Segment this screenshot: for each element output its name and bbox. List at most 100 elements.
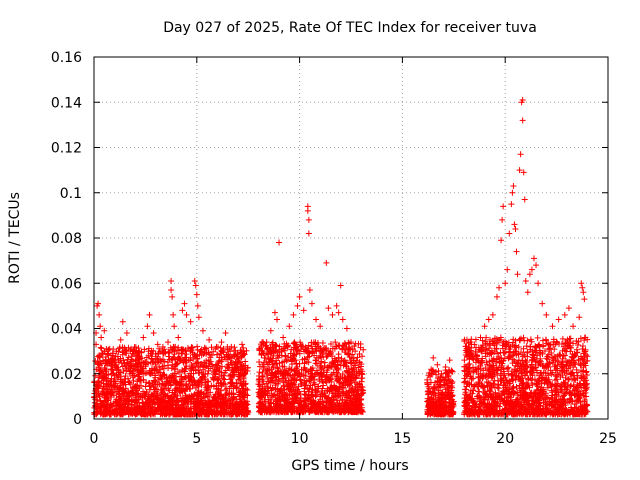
data-point-dense <box>137 382 144 389</box>
data-point-dense <box>229 359 236 366</box>
data-point-dense <box>135 356 142 363</box>
data-point-dense <box>183 351 190 358</box>
data-point-dense <box>170 401 177 408</box>
data-point-dense <box>99 402 106 409</box>
data-point-dense <box>175 402 182 409</box>
data-point-dense <box>100 358 107 365</box>
data-point-dense <box>165 348 172 355</box>
data-point-dense <box>106 411 113 418</box>
data-point-dense <box>216 365 223 372</box>
data-point-dense <box>242 391 249 398</box>
data-point-dense <box>148 405 155 412</box>
data-point-dense <box>157 407 164 414</box>
data-point-dense <box>137 363 144 370</box>
data-point-dense <box>129 374 136 381</box>
data-point-dense <box>185 396 192 403</box>
data-point-dense <box>226 397 233 404</box>
data-point-dense <box>105 386 112 393</box>
data-point-dense <box>192 408 199 415</box>
data-point-dense <box>184 345 191 352</box>
data-point-dense <box>137 376 144 383</box>
data-point-dense <box>171 346 178 353</box>
data-point-dense <box>183 410 190 417</box>
data-point-dense <box>216 357 223 364</box>
data-point-dense <box>192 360 199 367</box>
data-point-dense <box>230 396 237 403</box>
data-point-dense <box>125 392 132 399</box>
data-point-dense <box>161 397 168 404</box>
data-point-dense <box>137 405 144 412</box>
data-point-dense <box>105 371 112 378</box>
data-point-dense <box>177 411 184 418</box>
data-point-dense <box>192 382 199 389</box>
data-point-dense <box>136 369 143 376</box>
data-point-dense <box>95 364 102 371</box>
data-point-dense <box>148 355 155 362</box>
data-point-dense <box>166 350 173 357</box>
data-point-dense <box>175 350 182 357</box>
data-point-dense <box>218 382 225 389</box>
data-point-dense <box>172 365 179 372</box>
data-point-dense <box>234 383 241 390</box>
data-point-dense <box>241 394 248 401</box>
data-point-dense <box>179 388 186 395</box>
data-point-dense <box>217 399 224 406</box>
data-point-dense <box>92 358 99 365</box>
data-point-dense <box>226 354 233 361</box>
data-point-dense <box>211 371 218 378</box>
data-point-dense <box>243 386 250 392</box>
data-point-dense <box>132 397 139 404</box>
data-point-dense <box>224 397 231 404</box>
data-point-dense <box>233 411 240 418</box>
data-point-dense <box>108 362 115 369</box>
data-point-dense <box>163 411 170 418</box>
data-point-dense <box>237 400 244 407</box>
data-point-dense <box>94 403 101 410</box>
data-point-dense <box>169 355 176 362</box>
data-point-dense <box>197 377 204 384</box>
data-point-dense <box>102 397 109 404</box>
data-point-dense <box>181 407 188 414</box>
data-point-dense <box>225 390 232 397</box>
data-point-dense <box>116 385 123 392</box>
data-point-dense <box>143 389 150 396</box>
data-point-dense <box>207 354 214 361</box>
data-point-dense <box>226 385 233 392</box>
data-point-dense <box>191 392 198 399</box>
data-point-dense <box>230 369 237 376</box>
data-point-dense <box>109 355 116 362</box>
data-point-dense <box>169 410 176 417</box>
data-point-dense <box>223 356 229 363</box>
data-point-dense <box>197 364 204 371</box>
data-point-dense <box>158 376 165 383</box>
data-point-dense <box>135 345 142 352</box>
data-point-dense <box>176 355 183 362</box>
data-point-dense <box>137 368 144 375</box>
data-point-dense <box>124 397 131 404</box>
data-point-dense <box>156 364 163 371</box>
data-point-dense <box>161 390 168 397</box>
data-point-dense <box>116 345 123 352</box>
data-point-dense <box>208 382 215 389</box>
data-point-dense <box>204 411 211 418</box>
data-point-dense <box>138 355 145 362</box>
data-point-dense <box>153 408 160 415</box>
data-point-dense <box>220 400 227 407</box>
data-point-dense <box>128 388 135 395</box>
data-point-dense <box>110 370 117 377</box>
data-point-dense <box>157 366 164 373</box>
data-point-dense <box>212 361 219 368</box>
data-point-dense <box>142 400 149 407</box>
data-point-dense <box>160 386 167 393</box>
data-point-dense <box>122 372 129 379</box>
data-point-dense <box>180 375 187 382</box>
data-point-dense <box>201 346 208 353</box>
data-point-dense <box>215 388 222 395</box>
data-point-dense <box>159 372 166 379</box>
data-point-dense <box>188 365 195 372</box>
data-point-dense <box>133 361 140 368</box>
data-point-dense <box>140 388 147 395</box>
data-point-dense <box>221 406 228 413</box>
data-point-dense <box>205 407 212 414</box>
data-point-dense <box>242 367 249 374</box>
